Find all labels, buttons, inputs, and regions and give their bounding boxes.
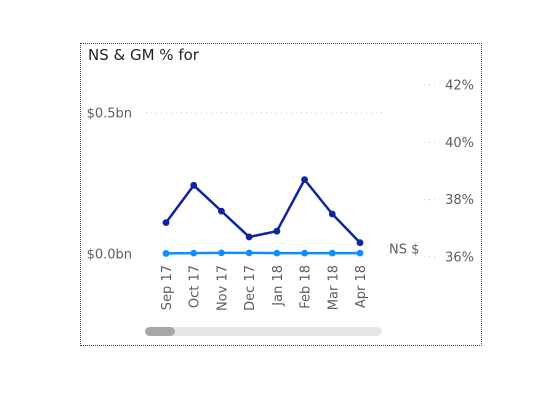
left-axis-tick-label: $0.0bn xyxy=(87,248,132,263)
x-axis-tick-label: Dec 17 xyxy=(243,265,258,311)
data-point xyxy=(356,239,364,247)
data-point xyxy=(245,233,253,241)
series-label: NS $ xyxy=(389,243,419,258)
data-point xyxy=(218,249,225,257)
x-axis-tick-label: Nov 17 xyxy=(215,265,230,311)
chart-visual-frame[interactable] xyxy=(80,43,482,346)
right-axis-tick-label: 40% xyxy=(445,136,474,151)
scrollbar-thumb[interactable] xyxy=(145,327,175,336)
left-y-axis: $0.0bn $0.5bn xyxy=(87,107,132,263)
data-point xyxy=(301,249,308,257)
data-point xyxy=(245,249,253,257)
data-point xyxy=(356,249,364,257)
horizontal-scrollbar[interactable] xyxy=(145,327,382,336)
data-point xyxy=(328,210,336,218)
data-point xyxy=(328,249,336,257)
x-axis-tick-label: Apr 18 xyxy=(354,265,369,308)
data-point xyxy=(162,250,170,257)
right-axis-tick-label: 42% xyxy=(445,79,474,94)
data-point xyxy=(301,176,308,184)
x-axis-tick-label: Oct 17 xyxy=(188,265,203,308)
series-lines[interactable] xyxy=(162,176,364,257)
series-line xyxy=(164,178,361,244)
chart-title: NS & GM % for xyxy=(88,46,199,64)
x-axis-tick-label: Mar 18 xyxy=(326,265,341,310)
x-axis: Sep 17 Oct 17 Nov 17 Dec 17 Jan 18 Feb 18 Mar … xyxy=(160,265,369,311)
data-point xyxy=(190,181,198,189)
right-axis-tick-label: 38% xyxy=(445,193,474,208)
x-axis-tick-label: Sep 17 xyxy=(160,265,175,310)
series-labels: NS $ xyxy=(389,243,419,258)
x-axis-tick-label: Jan 18 xyxy=(271,265,286,307)
right-axis-tick-label: 36% xyxy=(445,251,474,266)
series-line xyxy=(165,251,360,255)
data-point xyxy=(190,249,198,257)
x-axis-tick-label: Feb 18 xyxy=(299,265,314,309)
data-point xyxy=(273,249,281,257)
left-axis-tick-label: $0.5bn xyxy=(87,107,132,122)
data-point xyxy=(273,227,281,235)
data-point xyxy=(162,219,170,227)
right-y-axis: 36% 38% 40% 42% xyxy=(445,79,474,266)
gridlines xyxy=(146,84,436,258)
data-point xyxy=(218,207,225,215)
